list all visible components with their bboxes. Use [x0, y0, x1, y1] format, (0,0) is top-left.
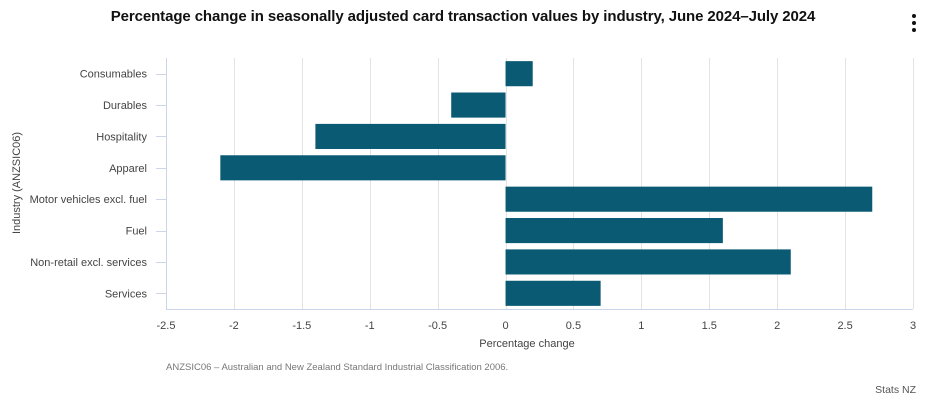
kebab-menu-icon-dot — [912, 21, 916, 25]
bar-non-retail-excl-services — [505, 249, 791, 275]
y-tick-label: Services — [105, 288, 148, 300]
x-tick-label: 0.5 — [566, 320, 581, 332]
x-tick-label: -2.5 — [157, 320, 176, 332]
bar-consumables — [505, 61, 533, 87]
axes — [156, 58, 913, 310]
x-tick-label: 3 — [910, 320, 916, 332]
x-tick-label: -2 — [229, 320, 239, 332]
footnote: ANZSIC06 – Australian and New Zealand St… — [166, 362, 509, 373]
bar-durables — [451, 92, 506, 118]
chart-title: Percentage change in seasonally adjusted… — [110, 8, 816, 25]
kebab-menu-icon — [912, 14, 916, 18]
x-tick-label: -0.5 — [428, 320, 447, 332]
y-tick-label: Fuel — [126, 226, 147, 238]
x-tick-label: 2.5 — [837, 320, 852, 332]
bar-hospitality — [315, 123, 506, 149]
bar-motor-vehicles-excl-fuel — [505, 186, 873, 212]
y-tick-label: Non-retail excl. services — [30, 257, 147, 269]
y-tick-label: Hospitality — [96, 131, 147, 143]
kebab-menu-icon-dot — [912, 28, 916, 32]
x-tick-label: 0 — [502, 320, 508, 332]
chart-menu-button[interactable] — [906, 12, 922, 34]
x-tick-label: -1 — [365, 320, 375, 332]
credit: Stats NZ — [875, 384, 916, 396]
y-tick-label: Durables — [103, 100, 148, 112]
x-tick-label: 1.5 — [702, 320, 717, 332]
x-tick-labels: -2.5 -2 -1.5 -1 -0.5 0 0.5 1 1.5 2 2.5 3 — [157, 320, 917, 332]
bar-fuel — [505, 218, 723, 244]
y-tick-label: Apparel — [109, 163, 147, 175]
bar-services — [505, 280, 601, 306]
y-tick-labels: Consumables Durables Hospitality Apparel Mot… — [30, 69, 148, 301]
y-tick-label: Consumables — [80, 69, 148, 81]
x-tick-label: 1 — [638, 320, 644, 332]
x-tick-label: 2 — [774, 320, 780, 332]
y-axis-title: Industry (ANZSIC06) — [11, 132, 23, 234]
bar-apparel — [220, 155, 506, 181]
x-tick-label: -1.5 — [292, 320, 311, 332]
y-tick-label: Motor vehicles excl. fuel — [30, 194, 147, 206]
x-axis-title: Percentage change — [479, 338, 574, 350]
bars — [220, 61, 873, 306]
